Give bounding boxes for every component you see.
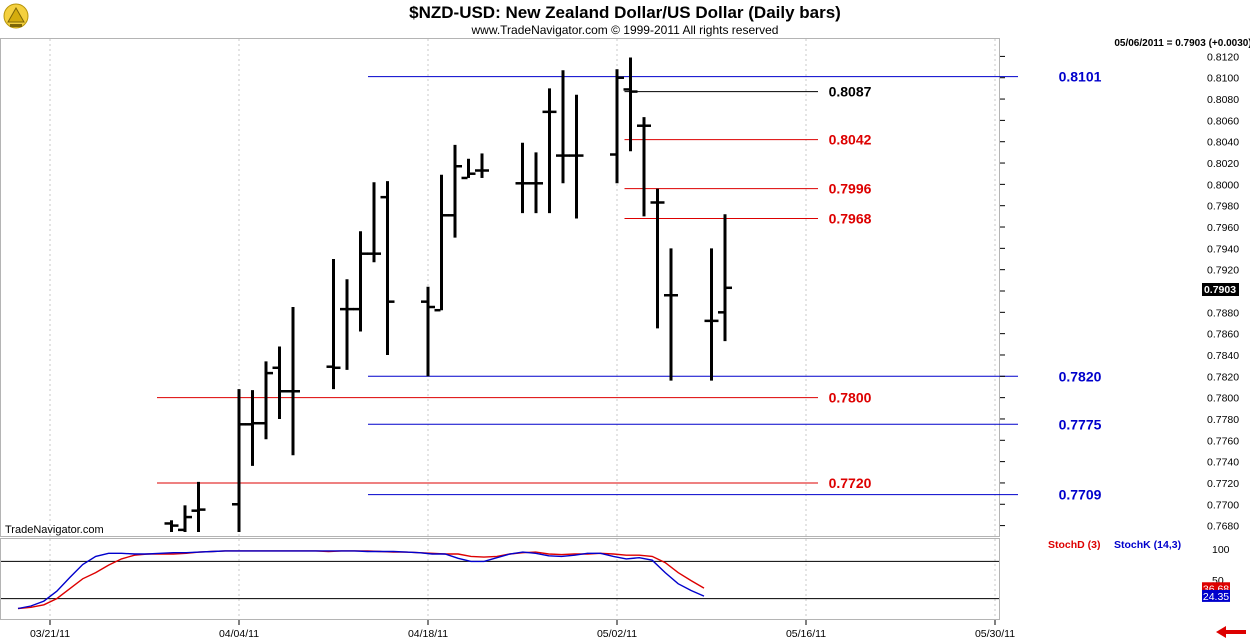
y-tick-label: 0.7700: [1207, 499, 1239, 511]
y-tick-label: 0.7840: [1207, 350, 1239, 362]
y-tick-label: 0.7920: [1207, 265, 1239, 277]
price-level-label: 0.7800: [829, 390, 872, 406]
price-level-label: 0.8101: [1059, 69, 1102, 85]
price-level-label: 0.7709: [1059, 487, 1102, 503]
last-quote-text: 05/06/2011 = 0.7903 (+0.0030): [1114, 38, 1250, 49]
y-tick-label: 0.7980: [1207, 201, 1239, 213]
y-tick-label: 0.7680: [1207, 521, 1239, 533]
x-tick-label: 05/30/11: [975, 628, 1015, 640]
x-tick-label: 04/04/11: [219, 628, 259, 640]
price-level-label: 0.7720: [829, 475, 872, 491]
y-tick-label: 0.8080: [1207, 94, 1239, 106]
y-tick-label: 0.8060: [1207, 115, 1239, 127]
price-level-label: 0.7820: [1059, 368, 1102, 384]
chart-title: $NZD-USD: New Zealand Dollar/US Dollar (…: [409, 3, 841, 22]
y-tick-label: 0.7740: [1207, 457, 1239, 469]
y-tick-label: 0.7940: [1207, 243, 1239, 255]
y-tick-label: 0.7800: [1207, 393, 1239, 405]
price-bars: [164, 57, 732, 532]
y-tick-label: 0.7880: [1207, 307, 1239, 319]
x-tick-label: 04/18/11: [408, 628, 448, 640]
trade-navigator-logo-icon: [3, 3, 29, 29]
price-level-label: 0.7775: [1059, 416, 1102, 432]
price-level-label: 0.8087: [829, 84, 872, 100]
x-tick-label: 03/21/11: [30, 628, 70, 640]
stoch-panel-frame: [0, 538, 1000, 620]
stoch-y-tick-label: 100: [1212, 544, 1230, 556]
y-tick-label: 0.7720: [1207, 478, 1239, 490]
y-tick-label: 0.8020: [1207, 158, 1239, 170]
last-price-marker: [1202, 283, 1239, 296]
price-level-label: 0.8042: [829, 132, 872, 148]
stoch-last-label: 24.35: [1203, 591, 1229, 603]
price-levels: 0.8101 0.8087 0.8042 0.7996 0.7968 0.7820 0.78…: [157, 69, 1102, 503]
price-axis: 0.8120 0.8100 0.8080 0.8060 0.8040 0.8020 0.80…: [1000, 51, 1239, 533]
price-level-label: 0.7968: [829, 210, 872, 226]
y-tick-label: 0.7780: [1207, 414, 1239, 426]
legend-stochd: StochD (3): [1048, 539, 1101, 551]
stoch-line: [17, 550, 705, 610]
main-panel-frame: [0, 38, 1000, 537]
y-tick-label: 0.7760: [1207, 435, 1239, 447]
stoch-last-marker: [1202, 589, 1230, 602]
y-tick-label: 0.7960: [1207, 222, 1239, 234]
y-tick-label: 0.7820: [1207, 371, 1239, 383]
y-tick-label: 0.7860: [1207, 329, 1239, 341]
date-axis: 03/21/11 04/04/11 04/18/11 05/02/11 05/16/11…: [30, 620, 1015, 640]
y-tick-label: 0.8120: [1207, 51, 1239, 63]
y-tick-label: 0.8040: [1207, 137, 1239, 149]
chart-subtitle: www.TradeNavigator.com © 1999-2011 All r…: [471, 23, 779, 37]
price-level-label: 0.7996: [829, 181, 872, 197]
y-tick-label: 0.8100: [1207, 73, 1239, 85]
x-tick-label: 05/02/11: [597, 628, 637, 640]
watermark-text: TradeNavigator.com: [5, 524, 104, 536]
legend-stochk: StochK (14,3): [1114, 539, 1181, 551]
last-price-label: 0.7903: [1204, 284, 1236, 296]
x-tick-label: 05/16/11: [786, 628, 826, 640]
stoch-y-tick-label: 50: [1212, 575, 1224, 587]
y-tick-label: 0.8000: [1207, 179, 1239, 191]
grid: [49, 39, 996, 619]
scroll-left-arrow-icon[interactable]: [1214, 625, 1248, 639]
